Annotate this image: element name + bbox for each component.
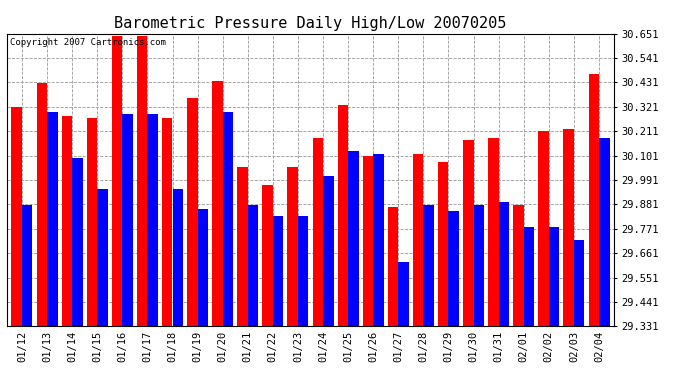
Bar <box>589 74 599 326</box>
Bar <box>499 202 509 326</box>
Bar <box>373 154 384 326</box>
Bar <box>273 216 284 326</box>
Bar <box>248 205 258 326</box>
Bar <box>564 129 574 326</box>
Bar <box>323 176 333 326</box>
Bar <box>162 118 172 326</box>
Bar <box>438 162 449 326</box>
Bar <box>463 140 473 326</box>
Bar <box>237 167 248 326</box>
Bar <box>12 107 22 326</box>
Bar <box>313 138 323 326</box>
Bar <box>363 156 373 326</box>
Bar <box>148 114 158 326</box>
Title: Barometric Pressure Daily High/Low 20070205: Barometric Pressure Daily High/Low 20070… <box>115 16 506 31</box>
Bar <box>348 152 359 326</box>
Bar <box>424 205 434 326</box>
Bar <box>413 154 424 326</box>
Bar <box>112 36 122 326</box>
Bar <box>47 111 57 326</box>
Bar <box>122 114 133 326</box>
Bar <box>574 240 584 326</box>
Bar <box>137 36 148 326</box>
Bar <box>599 138 609 326</box>
Bar <box>398 262 409 326</box>
Bar <box>448 211 459 326</box>
Bar <box>223 111 233 326</box>
Bar <box>337 105 348 326</box>
Bar <box>549 227 560 326</box>
Bar <box>87 118 97 326</box>
Bar <box>298 216 308 326</box>
Bar <box>197 209 208 326</box>
Text: Copyright 2007 Cartronics.com: Copyright 2007 Cartronics.com <box>10 38 166 47</box>
Bar <box>538 132 549 326</box>
Bar <box>212 81 223 326</box>
Bar <box>288 167 298 326</box>
Bar <box>61 116 72 326</box>
Bar <box>37 83 47 326</box>
Bar <box>524 227 534 326</box>
Bar <box>388 207 398 326</box>
Bar <box>473 205 484 326</box>
Bar <box>172 189 183 326</box>
Bar <box>22 205 32 326</box>
Bar <box>187 98 197 326</box>
Bar <box>513 205 524 326</box>
Bar <box>262 184 273 326</box>
Bar <box>97 189 108 326</box>
Bar <box>72 158 83 326</box>
Bar <box>488 138 499 326</box>
